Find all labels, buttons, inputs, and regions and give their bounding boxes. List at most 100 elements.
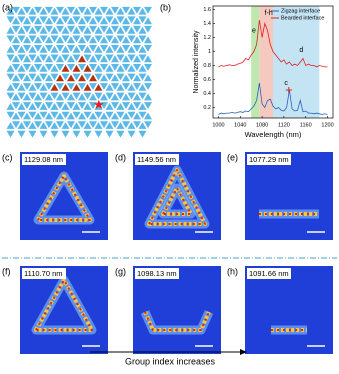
lattice-cell [17,64,26,72]
label-box [247,268,291,279]
lattice-cell [23,121,31,129]
lattice-cell [17,45,26,53]
lattice-cell [12,25,20,33]
lattice-cell [133,55,141,63]
lattice-cell [122,74,130,82]
lattice-cell [72,26,81,34]
star [93,99,104,109]
lattice-cell [12,45,20,52]
series-line [218,82,328,115]
lattice-cell [56,64,64,71]
lattice-cell [23,64,31,71]
lattice-cell [28,73,37,81]
lattice-cell [100,64,108,71]
lattice-cell [100,25,108,33]
lattice-cell [127,92,136,100]
lattice-cell [138,122,147,129]
label-box [247,154,291,165]
lattice-cell [6,103,15,110]
lattice-cell [116,16,125,24]
lattice-cell [6,84,15,91]
lattice-cell [122,83,130,90]
lattice-cell [50,130,59,138]
lattice-cell [116,45,125,53]
lattice-cell [127,130,136,138]
lattice-cell [67,36,75,44]
lattice-cell [56,74,64,82]
lattice-cell [50,16,59,24]
lattice-cell [67,45,75,52]
x-tick-label: 1120 [278,122,290,128]
field-core [143,311,211,332]
legend-label: Bearded interface [281,15,324,21]
lattice-cell [56,6,64,14]
lattice-cell [56,36,64,44]
label-box [135,268,179,279]
lattice-cell [28,54,37,62]
lattice-cell [45,83,53,90]
annotation: f-h [265,10,273,17]
lattice-cell [12,93,20,101]
lattice-cell [111,74,119,82]
lattice-cell [28,16,37,24]
wavelength-label: 1129.08 nm [24,155,63,164]
lattice [6,6,152,138]
lattice-cell [111,64,119,71]
lattice-cell [105,73,114,81]
lattice-cell [50,92,59,100]
lattice-cell [28,45,37,53]
x-tick-label: 1000 [212,122,224,128]
lattice-cell [45,102,53,109]
lattice-cell [45,74,53,82]
lattice-cell [133,112,141,120]
marker [285,87,292,93]
lattice-cell [89,74,97,82]
lattice-cell [72,7,81,15]
lattice-cell [28,122,37,129]
lattice-cell [127,26,136,34]
lattice-cell [61,26,70,34]
lattice-cell [144,6,152,14]
lattice-cell [89,121,97,129]
lattice-cell [138,73,147,81]
lattice-cell [50,26,59,34]
legend-label: Zigzag interface [281,8,320,14]
y-tick-label: 1.2 [203,35,211,41]
lattice-cell [72,64,81,72]
lattice-cell [116,73,125,81]
lattice-cell [67,121,75,129]
lattice-cell [23,45,31,52]
lattice-cell [94,35,103,43]
lattice-cell [94,130,103,138]
lattice-cell [39,122,48,129]
lattice-cell [83,64,92,72]
lattice-cell [105,45,114,53]
lattice-cell [111,121,119,129]
lattice-cell [56,45,64,52]
lattice-cell [61,103,70,110]
lattice-cell [12,36,20,44]
lattice-cell [6,54,15,62]
field-image [245,152,333,240]
label-box [135,154,179,165]
lattice-cell [12,102,20,109]
lattice-cell [17,111,26,119]
lattice-cell [56,93,64,101]
lattice-cell [28,26,37,34]
lattice-cell [34,112,42,120]
lattice-cell [122,55,130,63]
lattice-cell [17,35,26,43]
lattice-cell [133,25,141,33]
lattice-cell [89,45,97,52]
lattice-cell [6,92,15,100]
lattice-cell [34,55,42,63]
lattice-cell [122,64,130,71]
lattice-cell [17,84,26,91]
lattice-cell [133,36,141,44]
lattice-cell [144,112,152,120]
lattice-cell [61,73,70,81]
lattice-cell [100,83,108,90]
lattice-cell [116,26,125,34]
lattice-cell [45,64,53,71]
lattice-cell [6,73,15,81]
